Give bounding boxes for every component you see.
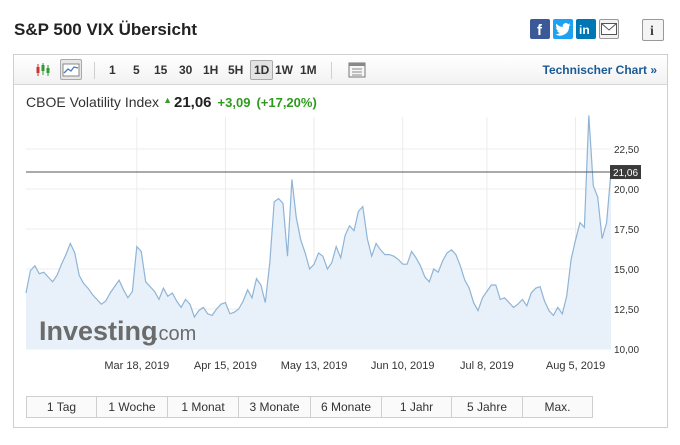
svg-text:i: i bbox=[650, 24, 654, 37]
y-tick-label: 10,00 bbox=[614, 345, 639, 356]
timeframe-1w[interactable]: 1W bbox=[275, 63, 293, 77]
index-name: CBOE Volatility Index bbox=[26, 94, 160, 110]
period-button[interactable]: 1 Woche bbox=[97, 397, 168, 417]
period-button[interactable]: 1 Monat bbox=[168, 397, 239, 417]
x-tick-label: Apr 15, 2019 bbox=[194, 360, 257, 372]
watermark-suffix: .com bbox=[153, 323, 196, 345]
x-tick-label: Jun 10, 2019 bbox=[371, 360, 435, 372]
candlestick-icon bbox=[36, 62, 50, 76]
quote-header: CBOE Volatility Index ▲ 21,06 +3,09 (+17,20%… bbox=[26, 94, 317, 111]
price-chart[interactable]: Investing .com 10,00 12,50 15,00 17,50 20,00… bbox=[14, 55, 667, 385]
info-icon: i bbox=[650, 24, 654, 37]
timeframe-5min[interactable]: 5 bbox=[133, 63, 140, 77]
period-selector: 1 Tag 1 Woche 1 Monat 3 Monate 6 Monate 1 Jah… bbox=[26, 396, 593, 418]
toolbar-divider bbox=[331, 62, 332, 79]
timeframe-1m[interactable]: 1M bbox=[300, 63, 317, 77]
period-button[interactable]: 5 Jahre bbox=[452, 397, 523, 417]
timeframe-5h[interactable]: 5H bbox=[228, 63, 244, 77]
up-arrow-icon: ▲ bbox=[163, 95, 172, 105]
timeframe-1min[interactable]: 1 bbox=[109, 63, 116, 77]
envelope-icon bbox=[601, 23, 617, 35]
timeframe-1h[interactable]: 1H bbox=[203, 63, 219, 77]
timeframe-30min[interactable]: 30 bbox=[179, 63, 193, 77]
x-axis: Mar 18, 2019 Apr 15, 2019 May 13, 2019 Jun … bbox=[104, 360, 605, 372]
price-line bbox=[25, 115, 612, 319]
twitter-bird-icon bbox=[555, 22, 571, 36]
period-button[interactable]: 1 Jahr bbox=[382, 397, 452, 417]
page-title: S&P 500 VIX Übersicht bbox=[14, 20, 197, 39]
line-chart-button[interactable] bbox=[60, 59, 82, 80]
last-price-label: 21,06 bbox=[613, 168, 638, 179]
chart-widget: 1 5 15 30 1H 5H 1D 1W 1M Technischer Cha… bbox=[13, 54, 668, 428]
line-chart-icon bbox=[62, 63, 80, 76]
svg-text:f: f bbox=[537, 22, 543, 36]
y-tick-label: 17,50 bbox=[614, 225, 639, 236]
facebook-share-button[interactable]: f bbox=[530, 19, 550, 39]
twitter-share-button[interactable] bbox=[553, 19, 573, 39]
x-tick-label: Aug 5, 2019 bbox=[546, 360, 605, 372]
toolbar-divider bbox=[94, 62, 95, 79]
timeframe-1d[interactable]: 1D bbox=[250, 60, 274, 80]
share-bar: f in bbox=[530, 19, 619, 39]
y-tick-label: 15,00 bbox=[614, 265, 639, 276]
candlestick-chart-button[interactable] bbox=[32, 59, 54, 80]
last-price-label-bg bbox=[610, 165, 641, 180]
y-tick-label: 22,50 bbox=[614, 145, 639, 156]
info-button[interactable]: i bbox=[642, 19, 664, 41]
x-tick-label: Jul 8, 2019 bbox=[460, 360, 514, 372]
chart-settings-button[interactable] bbox=[346, 59, 368, 80]
x-tick-label: May 13, 2019 bbox=[281, 360, 348, 372]
last-price: 21,06 bbox=[173, 94, 212, 111]
period-button[interactable]: 3 Monate bbox=[239, 397, 311, 417]
period-button[interactable]: 6 Monate bbox=[311, 397, 382, 417]
period-button[interactable]: Max. bbox=[523, 397, 592, 417]
y-tick-label: 20,00 bbox=[614, 185, 639, 196]
x-tick-label: Mar 18, 2019 bbox=[104, 360, 169, 372]
last-price-marker: 21,06 bbox=[610, 165, 641, 180]
period-button[interactable]: 1 Tag bbox=[27, 397, 97, 417]
facebook-icon: f bbox=[537, 22, 543, 36]
y-axis: 10,00 12,50 15,00 17,50 20,00 22,50 bbox=[614, 145, 639, 356]
y-tick-label: 12,50 bbox=[614, 305, 639, 316]
table-icon bbox=[348, 62, 366, 77]
price-area bbox=[26, 115, 611, 350]
investing-watermark: Investing .com bbox=[39, 316, 196, 346]
linkedin-icon: in bbox=[579, 23, 590, 35]
timeframe-15min[interactable]: 15 bbox=[154, 63, 168, 77]
technical-chart-link[interactable]: Technischer Chart » bbox=[542, 63, 657, 77]
linkedin-share-button[interactable]: in bbox=[576, 19, 596, 39]
chart-toolbar: 1 5 15 30 1H 5H 1D 1W 1M Technischer Cha… bbox=[14, 55, 667, 85]
email-share-button[interactable] bbox=[599, 19, 619, 39]
change-absolute: +3,09 bbox=[217, 95, 251, 110]
watermark-brand: Investing bbox=[39, 316, 158, 346]
svg-text:in: in bbox=[579, 23, 590, 35]
change-percent: (+17,20%) bbox=[256, 95, 317, 110]
